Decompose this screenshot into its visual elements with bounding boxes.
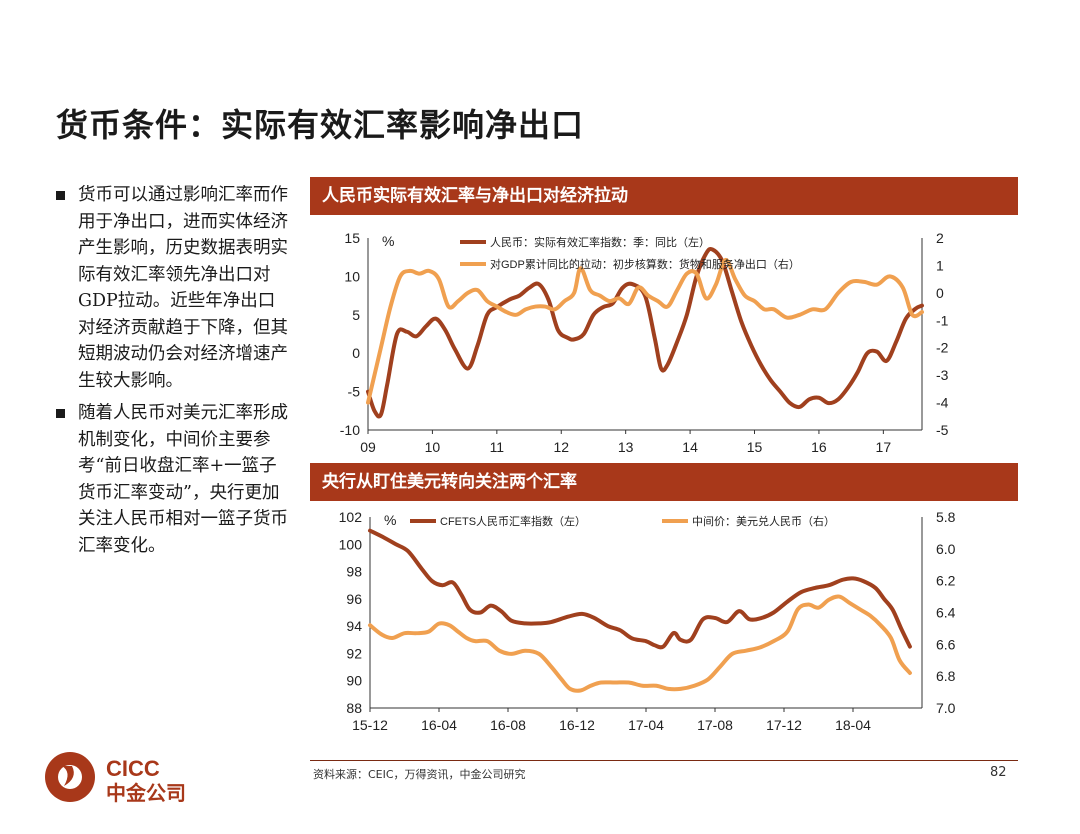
- right-tick-label: 6.2: [936, 573, 956, 589]
- right-tick-label: -3: [936, 367, 949, 383]
- chart2-title: 央行从盯住美元转向关注两个汇率: [310, 463, 1018, 501]
- left-tick-label: 5: [352, 307, 360, 323]
- right-tick-label: 0: [936, 285, 944, 301]
- series-line-2: [366, 257, 924, 405]
- right-tick-label: -5: [936, 422, 949, 438]
- x-tick-label: 14: [682, 439, 698, 455]
- right-tick-label: 2: [936, 230, 944, 246]
- right-tick-label: 6.0: [936, 541, 956, 557]
- cicc-logo: CICC 中金公司: [45, 752, 186, 805]
- left-tick-label: 15: [344, 230, 360, 246]
- logo-text-en: CICC: [106, 756, 160, 781]
- series-line-1: [368, 528, 912, 650]
- x-tick-label: 17-04: [628, 717, 664, 733]
- legend-label-2: 中间价：美元兑人民币（右）: [692, 514, 835, 528]
- legend-label-2: 对GDP累计同比的拉动：初步核算数：货物和服务净出口（右）: [490, 257, 800, 271]
- x-tick-label: 17-12: [766, 717, 802, 733]
- footer-divider: [310, 760, 1018, 761]
- bullet-square-icon: [56, 191, 65, 200]
- right-tick-label: 6.6: [936, 636, 956, 652]
- left-tick-label: 100: [339, 536, 363, 552]
- x-tick-label: 15-12: [352, 717, 388, 733]
- right-tick-label: 6.8: [936, 668, 956, 684]
- x-tick-label: 17-08: [697, 717, 733, 733]
- left-tick-label: 102: [339, 509, 363, 525]
- unit-label: %: [382, 233, 394, 249]
- logo-text-cn: 中金公司: [106, 781, 186, 805]
- bullet-text: 货币可以通过影响汇率而作用于净出口，进而实体经济产生影响，历史数据表明实际有效汇…: [78, 185, 288, 391]
- bullet-square-icon: [56, 409, 65, 418]
- left-tick-label: -10: [340, 422, 360, 438]
- right-tick-label: -4: [936, 395, 949, 411]
- x-tick-label: 16-08: [490, 717, 526, 733]
- unit-label: %: [384, 512, 396, 528]
- left-tick-label: 92: [346, 645, 362, 661]
- x-tick-label: 12: [553, 439, 569, 455]
- bullet-text: 随着人民币对美元汇率形成机制变化，中间价主要参考“前日收盘汇率+一篮子货币汇率变…: [78, 403, 288, 556]
- left-tick-label: 88: [346, 700, 362, 716]
- x-tick-label: 16-04: [421, 717, 457, 733]
- right-tick-label: -2: [936, 340, 949, 356]
- x-tick-label: 13: [618, 439, 634, 455]
- bullet-item: 货币可以通过影响汇率而作用于净出口，进而实体经济产生影响，历史数据表明实际有效汇…: [56, 182, 288, 394]
- legend-label-1: CFETS人民币汇率指数（左）: [440, 514, 586, 528]
- page-number: 82: [990, 765, 1007, 780]
- x-tick-label: 15: [747, 439, 763, 455]
- series-line-1: [366, 246, 924, 419]
- left-tick-label: 98: [346, 564, 362, 580]
- x-tick-label: 11: [490, 439, 505, 455]
- right-tick-label: 7.0: [936, 700, 956, 716]
- left-tick-label: 94: [346, 618, 362, 634]
- right-tick-label: 5.8: [936, 509, 956, 525]
- source-note: 资料来源：CEIC，万得资讯，中金公司研究: [313, 768, 526, 781]
- x-tick-label: 18-04: [835, 717, 871, 733]
- chart2-plot: 102 100 98 96 94 92 90 88 5.8 6.0 6.2 6.4 6.6 6.8 7.0%…: [339, 509, 956, 733]
- x-tick-label: 17: [876, 439, 892, 455]
- page-title: 货币条件：实际有效汇率影响净出口: [56, 106, 585, 144]
- bullet-item: 随着人民币对美元汇率形成机制变化，中间价主要参考“前日收盘汇率+一篮子货币汇率变…: [56, 400, 288, 559]
- x-tick-label: 16: [811, 439, 827, 455]
- x-tick-label: 09: [360, 439, 376, 455]
- left-tick-label: -5: [348, 384, 361, 400]
- left-tick-label: 0: [352, 345, 360, 361]
- x-tick-label: 16-12: [559, 717, 595, 733]
- series-line-2: [368, 594, 912, 693]
- left-tick-label: 90: [346, 673, 362, 689]
- right-tick-label: -1: [936, 312, 949, 328]
- right-tick-label: 1: [936, 257, 944, 273]
- right-tick-label: 6.4: [936, 605, 956, 621]
- left-tick-label: 10: [344, 268, 360, 284]
- chart1-title: 人民币实际有效汇率与净出口对经济拉动: [310, 177, 1018, 215]
- x-tick-label: 10: [425, 439, 441, 455]
- left-tick-label: 96: [346, 591, 362, 607]
- legend-label-1: 人民币：实际有效汇率指数：季：同比（左）: [490, 235, 710, 249]
- bullet-list: 货币可以通过影响汇率而作用于净出口，进而实体经济产生影响，历史数据表明实际有效汇…: [56, 182, 288, 565]
